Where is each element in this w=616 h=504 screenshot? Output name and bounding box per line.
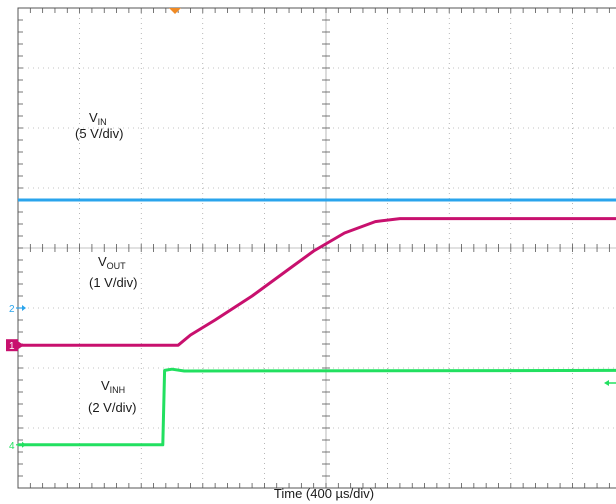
trace-vinh — [18, 367, 616, 447]
trace-vout — [18, 217, 616, 347]
traces — [18, 198, 616, 447]
vinh-label: VINH (2 V/div) — [88, 378, 136, 415]
svg-text:1: 1 — [9, 341, 15, 352]
svg-text:VOUT: VOUT — [98, 254, 126, 271]
svg-text:2: 2 — [9, 304, 15, 315]
svg-text:(5 V/div): (5 V/div) — [75, 126, 123, 141]
channel-1-ground-marker: 1 — [6, 339, 24, 352]
svg-text:4: 4 — [9, 441, 15, 452]
svg-text:VINH: VINH — [101, 378, 125, 395]
trigger-position-marker — [169, 8, 181, 14]
channel-markers: 2 1 4 — [6, 304, 26, 452]
vin-label: VIN (5 V/div) — [75, 110, 123, 141]
channel-4-ground-marker: 4 — [9, 441, 26, 452]
svg-text:(1 V/div): (1 V/div) — [89, 275, 137, 290]
trigger-level-marker — [604, 380, 616, 386]
svg-text:(2 V/div): (2 V/div) — [88, 400, 136, 415]
graticule — [17, 7, 616, 489]
channel-2-ground-marker: 2 — [9, 304, 26, 315]
svg-text:VIN: VIN — [89, 110, 107, 127]
x-axis-label: Time (400 µs/div) — [274, 486, 374, 501]
vout-label: VOUT (1 V/div) — [89, 254, 137, 290]
